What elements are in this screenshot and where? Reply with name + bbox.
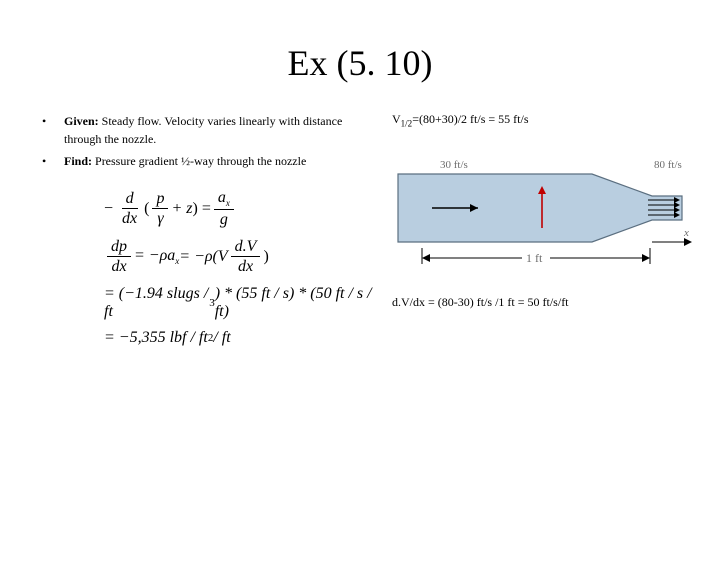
label-length: 1 ft: [526, 251, 543, 265]
eq1-rparen: ): [193, 200, 202, 218]
dim-head-right: [642, 254, 650, 262]
eq-row-3: = (−1.94 slugs / ft3) * (55 ft / s) * (5…: [104, 285, 372, 321]
eq1-eq: =: [202, 200, 211, 218]
eq3-m: ) * (55 ft / s) * (50 ft / s / ft): [215, 285, 372, 321]
eq1-plusz: + z: [171, 200, 192, 218]
nozzle-diagram: 30 ft/s 80 ft/s x: [392, 138, 692, 283]
eq1-ddx: d dx: [118, 189, 141, 228]
eq1-ax: ax: [214, 188, 234, 210]
find-label: Find:: [64, 154, 92, 168]
given-text: Steady flow. Velocity varies linearly wi…: [64, 114, 342, 146]
eq1-p: p: [152, 189, 168, 209]
eq2-eqrhoa: = −ρax: [134, 247, 179, 266]
eq1-dx: dx: [118, 209, 141, 228]
eq2-dpdx: dp dx: [107, 237, 131, 276]
eq1-lparen: (: [144, 200, 149, 218]
velocity-half: V1/2=(80+30)/2 ft/s = 55 ft/s: [392, 112, 692, 128]
given-label: Given:: [64, 114, 99, 128]
find-text: Pressure gradient ½-way through the nozz…: [92, 154, 306, 168]
dv-dx-line: d.V/dx = (80-30) ft/s /1 ft = 50 ft/s/ft: [392, 295, 692, 310]
left-column: Given: Steady flow. Velocity varies line…: [42, 112, 372, 355]
eq2-close: ): [263, 248, 268, 266]
eq1-pgamma: p γ: [152, 189, 168, 228]
bullet-given: Given: Steady flow. Velocity varies line…: [42, 112, 372, 148]
label-x: x: [683, 227, 689, 239]
eq-row-2: dp dx = −ρax = −ρ(V d.V dx ): [104, 237, 372, 276]
eq2-dx2: dx: [234, 257, 257, 276]
eq1-minus: −: [104, 200, 113, 218]
eq1-g: g: [216, 210, 232, 229]
eq4-r: / ft: [213, 329, 230, 347]
eq1-axg: ax g: [214, 188, 234, 229]
eq2-mid: = −ρ(V: [179, 248, 227, 266]
eq-row-4: = −5,355 lbf / ft2 / ft: [104, 329, 372, 347]
eq1-d: d: [122, 189, 138, 209]
v-rhs: =(80+30)/2 ft/s = 55 ft/s: [412, 112, 528, 126]
eq2-dx: dx: [107, 257, 130, 276]
eq-row-1: − d dx ( p γ + z ) = ax g: [104, 188, 372, 229]
dim-head-left: [422, 254, 430, 262]
eq1-gamma: γ: [153, 209, 167, 228]
eq3-l: = (−1.94 slugs / ft: [104, 285, 209, 321]
v-sub: 1/2: [401, 118, 413, 128]
eq4-l: = −5,355 lbf / ft: [104, 329, 208, 347]
eq2-dp: dp: [107, 237, 131, 257]
eq2-dvdx: d.V dx: [231, 237, 261, 276]
label-vright: 80 ft/s: [654, 159, 682, 171]
bullet-list: Given: Steady flow. Velocity varies line…: [42, 112, 372, 170]
v-symbol: V: [392, 112, 401, 126]
eq2-dv: d.V: [231, 237, 261, 257]
slide-title: Ex (5. 10): [0, 42, 720, 84]
x-axis-head: [684, 238, 692, 246]
content-columns: Given: Steady flow. Velocity varies line…: [0, 112, 720, 355]
bullet-find: Find: Pressure gradient ½-way through th…: [42, 152, 372, 170]
right-column: V1/2=(80+30)/2 ft/s = 55 ft/s 30 ft/s: [372, 112, 692, 355]
label-vleft: 30 ft/s: [440, 159, 468, 171]
equations-block: − d dx ( p γ + z ) = ax g: [104, 188, 372, 347]
nozzle-svg: 30 ft/s 80 ft/s x: [392, 138, 692, 278]
